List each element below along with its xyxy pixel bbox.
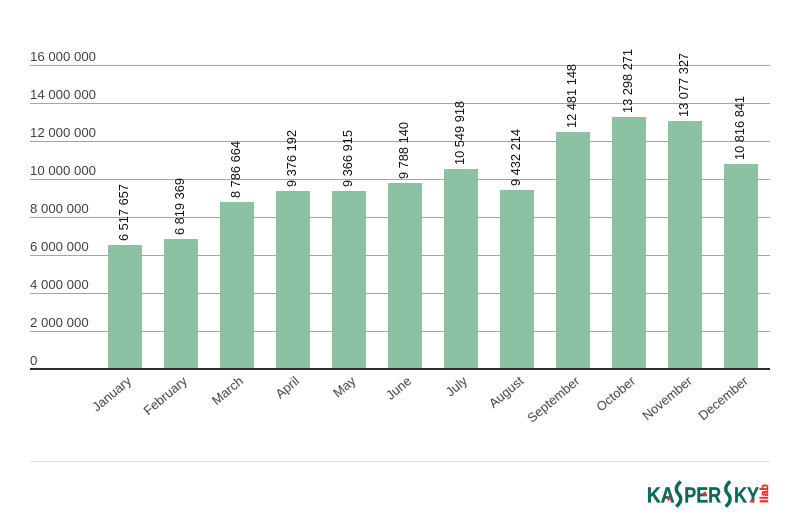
svg-text:lab: lab <box>759 484 771 499</box>
svg-text:KA: KA <box>647 483 675 508</box>
svg-text:KY: KY <box>734 483 759 508</box>
